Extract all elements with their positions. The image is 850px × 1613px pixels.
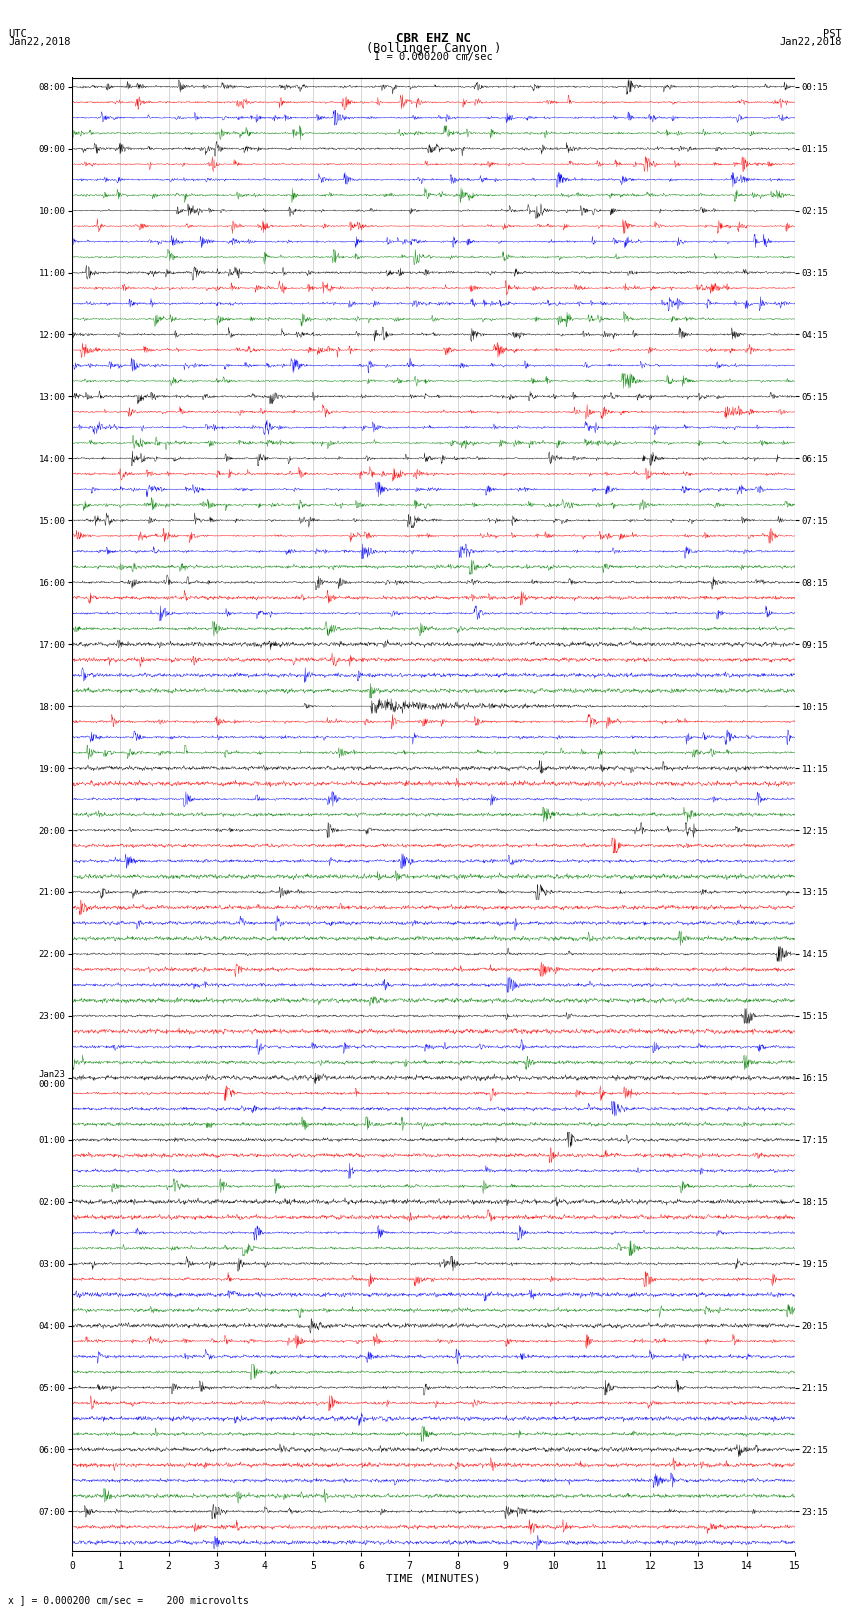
- Text: I = 0.000200 cm/sec: I = 0.000200 cm/sec: [374, 52, 493, 61]
- Text: Jan22,2018: Jan22,2018: [8, 37, 71, 47]
- Text: CBR EHZ NC: CBR EHZ NC: [396, 32, 471, 45]
- Text: (Bollinger Canyon ): (Bollinger Canyon ): [366, 42, 502, 55]
- Text: x ] = 0.000200 cm/sec =    200 microvolts: x ] = 0.000200 cm/sec = 200 microvolts: [8, 1595, 249, 1605]
- Text: UTC: UTC: [8, 29, 27, 39]
- Text: PST: PST: [823, 29, 842, 39]
- X-axis label: TIME (MINUTES): TIME (MINUTES): [386, 1574, 481, 1584]
- Text: Jan22,2018: Jan22,2018: [779, 37, 842, 47]
